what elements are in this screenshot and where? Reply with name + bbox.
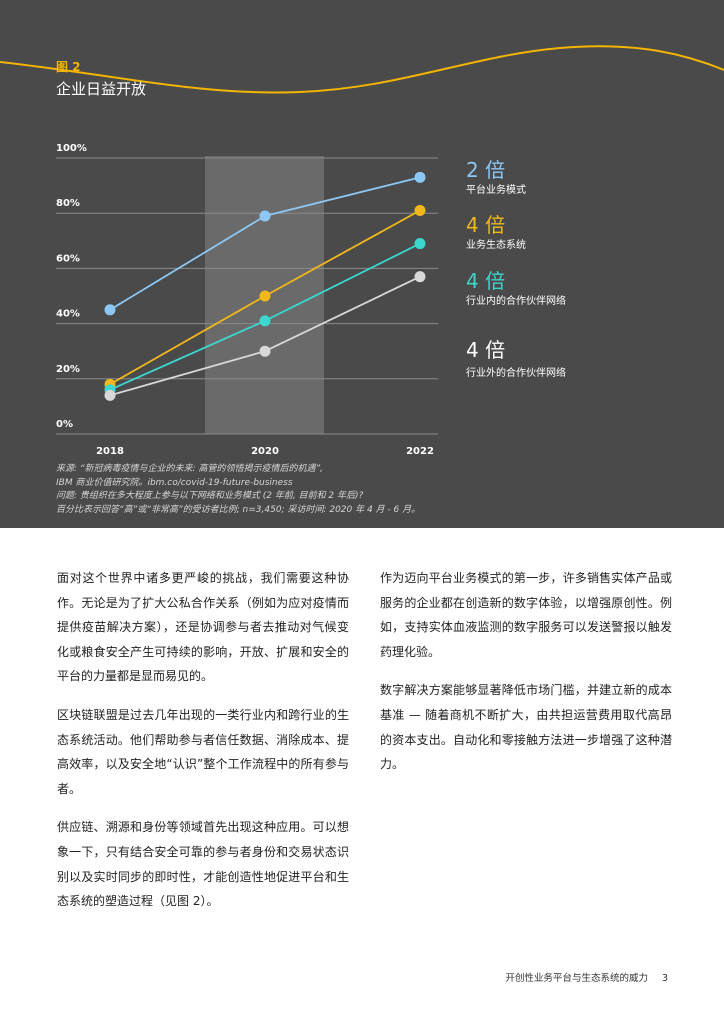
paragraph: 作为迈向平台业务模式的第一步，许多销售实体产品或服务的企业都在创造新的数字体验，… [380,571,672,659]
data-point [259,315,271,327]
data-point [259,210,271,222]
data-point [414,171,426,183]
y-tick-label: 80% [56,198,80,209]
figure-number: 图 2 [56,60,81,74]
page-number: 3 [661,973,668,984]
page-footer: 开创性业务平台与生态系统的威力 3 [505,970,668,984]
legend-multiplier: 4 倍 [466,213,505,237]
y-tick-label: 20% [56,364,80,375]
decorative-wave [0,45,724,94]
data-point [104,389,116,401]
figure-panel [0,0,724,528]
legend-multiplier: 4 倍 [466,338,505,362]
figure-source-note: 来源: “新冠病毒疫情与企业的未来: 高管的领悟揭示疫情后的机遇”, IBM 商… [56,463,676,517]
data-point [259,290,271,302]
body-column-right: 作为迈向平台业务模式的第一步，许多销售实体产品或服务的企业都在创造新的数字体验，… [380,566,672,791]
data-point [259,345,271,357]
note-line: 问题: 贵组织在多大程度上参与以下网络和业务模式 (2 年前, 目前和 2 年后… [56,491,364,502]
data-point [414,271,426,283]
body-column-left: 面对这个世界中诸多更严峻的挑战，我们需要这种协作。无论是为了扩大公私合作关系（例… [57,566,349,928]
paragraph: 区块链联盟是过去几年出现的一类行业内和跨行业的生态系统活动。他们帮助参与者信任数… [57,707,349,796]
legend-label: 平台业务模式 [466,183,526,196]
y-tick-label: 100% [56,143,87,154]
y-tick-label: 60% [56,253,80,264]
x-tick-label: 2018 [96,446,124,457]
legend-label: 业务生态系统 [466,238,526,251]
paragraph: 面对这个世界中诸多更严峻的挑战，我们需要这种协作。无论是为了扩大公私合作关系（例… [57,571,349,684]
x-tick-label: 2020 [251,446,279,457]
legend-multiplier: 2 倍 [466,158,505,182]
legend-label: 行业外的合作伙伴网络 [466,366,566,379]
legend-multiplier: 4 倍 [466,269,505,293]
data-point [414,238,426,250]
figure-title: 企业日益开放 [56,80,147,98]
data-point [104,304,116,316]
legend-label: 行业内的合作伙伴网络 [466,294,566,307]
footer-title: 开创性业务平台与生态系统的威力 [505,973,648,984]
note-line: 来源: “新冠病毒疫情与企业的未来: 高管的领悟揭示疫情后的机遇”, [56,464,323,474]
paragraph: 供应链、溯源和身份等领域首先出现这种应用。可以想象一下，只有结合安全可靠的参与者… [57,820,349,909]
paragraph: 数字解决方案能够显著降低市场门槛，并建立新的成本基准 — 随着商机不断扩大，由共… [380,683,672,772]
note-line: IBM 商业价值研究院。ibm.co/covid-19-future-busin… [56,477,293,488]
x-tick-label: 2022 [406,446,434,457]
y-tick-label: 40% [56,309,80,320]
note-line: 百分比表示回答“高”或“非常高”的受访者比例; n=3,450; 采访时间: 2… [56,504,421,515]
y-tick-label: 0% [56,419,73,430]
data-point [414,204,426,216]
